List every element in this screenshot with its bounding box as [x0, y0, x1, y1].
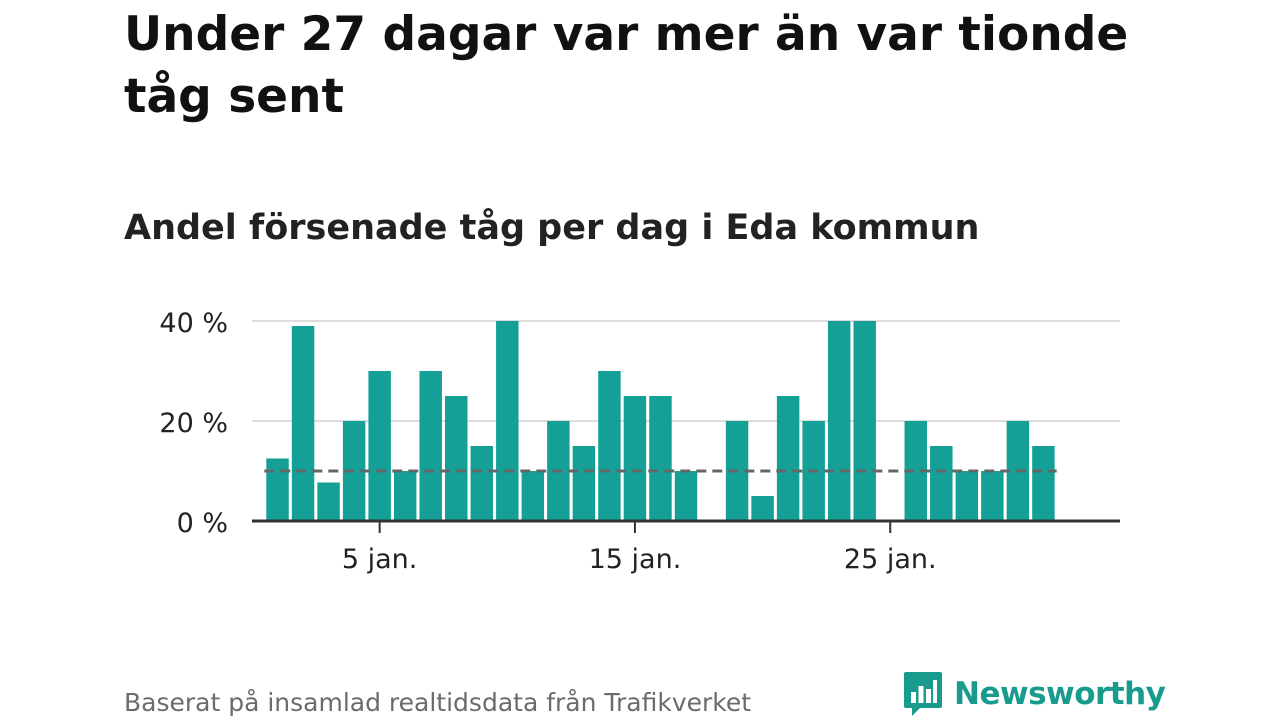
gridlines: [252, 320, 1120, 422]
bar: [930, 446, 953, 521]
bar: [291, 326, 315, 521]
chart-title: Under 27 dagar var mer än var tionde tåg…: [124, 7, 1129, 124]
bar: [470, 446, 493, 521]
bar: [496, 321, 519, 521]
chart-subtitle: Andel försenade tåg per dag i Eda kommun: [124, 208, 980, 248]
bar: [623, 396, 647, 521]
x-tick-label: 5 jan.: [342, 544, 418, 575]
bar-chart-speech-bubble-icon: [904, 672, 942, 716]
bar: [1032, 446, 1055, 521]
bar: [776, 396, 800, 521]
bar: [827, 321, 851, 521]
bar: [598, 371, 621, 521]
y-tick-label: 0 %: [177, 508, 228, 539]
x-tick-label: 15 jan.: [589, 544, 682, 575]
bar: [521, 471, 545, 521]
brand-name: Newsworthy: [954, 676, 1166, 712]
bar: [266, 458, 289, 521]
bar: [649, 396, 672, 521]
bar-chart: 0 % 20 % 40 % 5 jan. 15 jan. 25 jan.: [159, 308, 1120, 575]
axes: 0 % 20 % 40 % 5 jan. 15 jan. 25 jan.: [159, 308, 1120, 575]
bar: [368, 371, 391, 521]
y-tick-label: 20 %: [159, 408, 228, 439]
brand-logo: Newsworthy: [902, 670, 1166, 718]
bar: [853, 321, 876, 521]
x-tick-label: 25 jan.: [844, 544, 937, 575]
bar: [904, 421, 927, 521]
bar: [445, 396, 468, 521]
bar: [955, 471, 979, 521]
bar: [317, 482, 340, 521]
bar: [981, 471, 1004, 521]
y-tick-label: 40 %: [159, 308, 228, 339]
bar: [393, 471, 417, 521]
bar: [751, 496, 774, 521]
source-note: Baserat på insamlad realtidsdata från Tr…: [124, 688, 752, 717]
bar: [674, 471, 698, 521]
bar: [419, 371, 442, 521]
bar: [572, 446, 596, 521]
